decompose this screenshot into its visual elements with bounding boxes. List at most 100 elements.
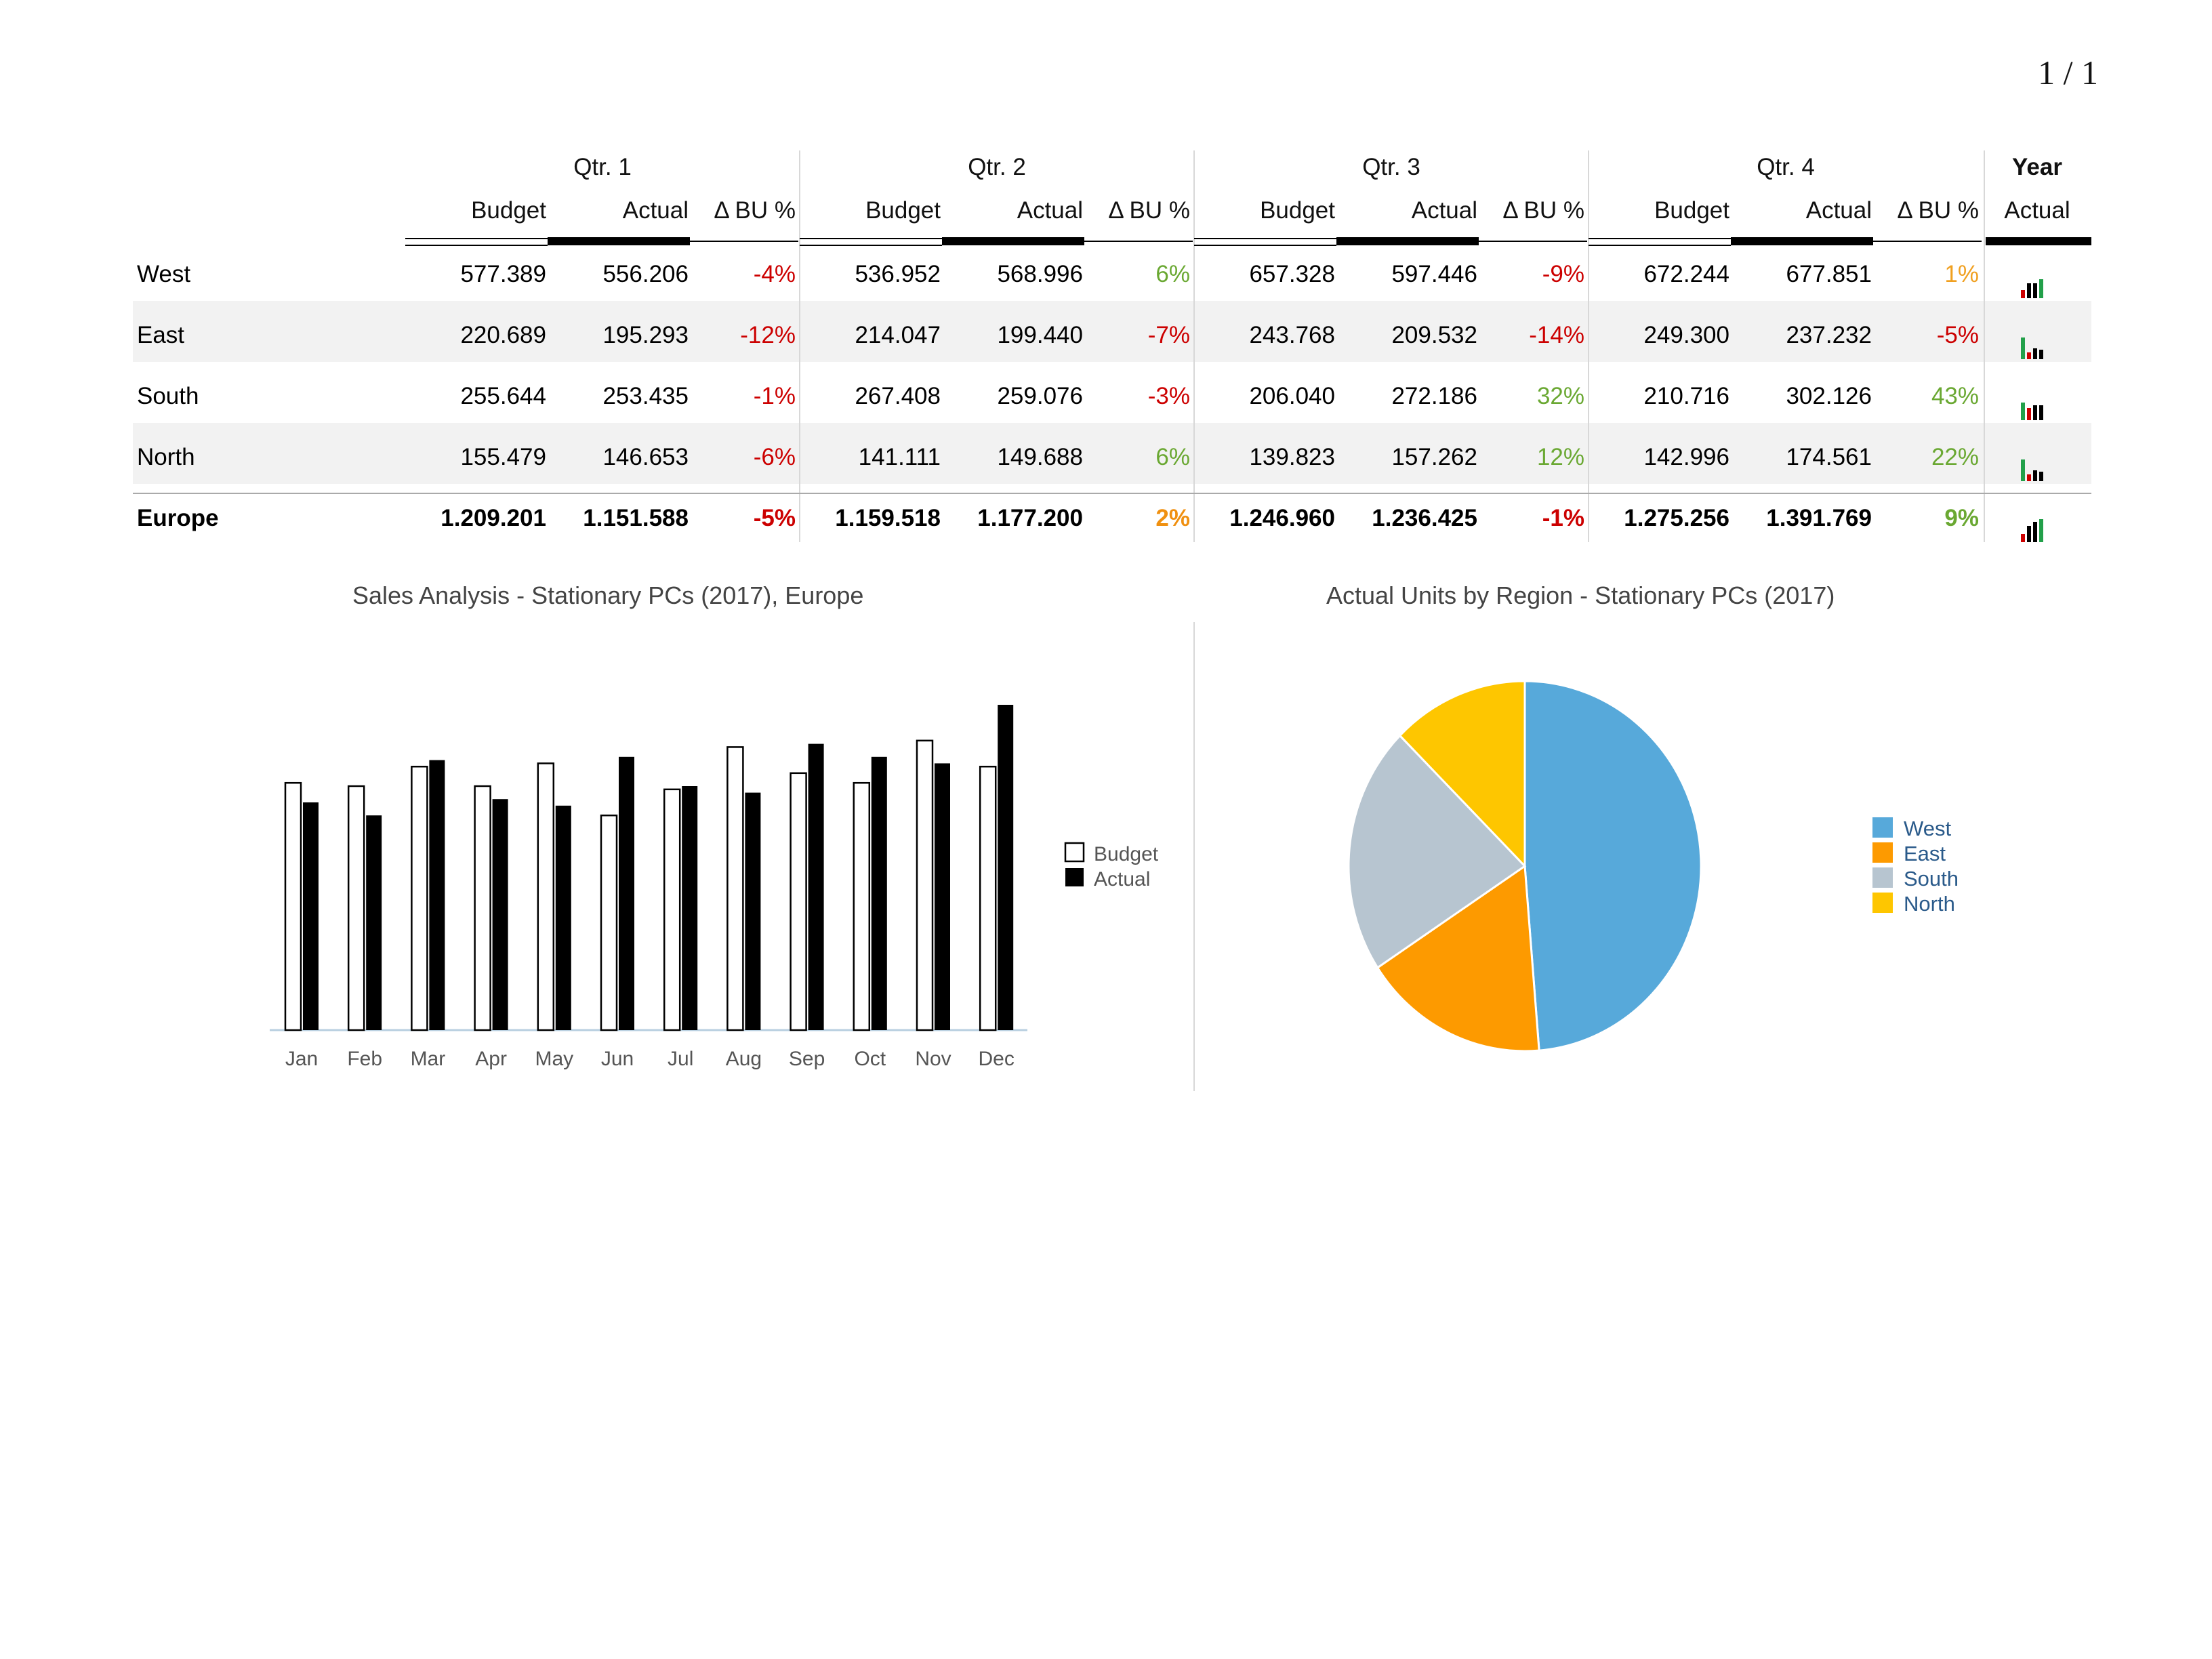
bar-budget-mar (411, 765, 428, 1031)
value-cell: 536.952 (855, 261, 941, 287)
column-header: Actual (1017, 197, 1083, 224)
bar-actual-jun (619, 756, 634, 1030)
bar-actual-jan (303, 802, 319, 1030)
value-cell: 220.689 (460, 322, 546, 348)
value-cell: 209.532 (1391, 322, 1477, 348)
bar-budget-sep (790, 772, 807, 1031)
value-cell: 657.328 (1249, 261, 1335, 287)
value-cell: 149.688 (997, 444, 1083, 470)
sparkline-bar (2027, 526, 2031, 542)
sparkline-bar (2021, 337, 2025, 359)
legend-label-west: West (1904, 817, 1951, 840)
x-tick-label: Feb (347, 1048, 382, 1070)
value-cell: 1.177.200 (977, 505, 1083, 531)
legend-label-budget: Budget (1094, 843, 1159, 865)
value-cell: 142.996 (1643, 444, 1729, 470)
year-header: Year (2012, 154, 2062, 180)
sparkline-bar (2033, 522, 2037, 542)
header-rule-thick (548, 237, 690, 245)
row-label: South (137, 383, 199, 409)
value-cell: 677.851 (1786, 261, 1872, 287)
value-cell: 214.047 (855, 322, 941, 348)
value-cell: 1.159.518 (835, 505, 941, 531)
bar-budget-dec (979, 765, 997, 1031)
legend-label-south: South (1904, 867, 1959, 890)
value-cell: 157.262 (1391, 444, 1477, 470)
bar-budget-jan (284, 781, 302, 1031)
pie-slice-west (1523, 680, 1702, 1052)
bar-actual-jul (682, 786, 698, 1030)
bar-budget-may (537, 762, 555, 1031)
bar-chart: Jan Feb Mar Apr May Jun Jul Aug Sep Oct Nov Dec Budg… (270, 705, 1159, 1070)
delta-cell: -3% (1148, 383, 1190, 409)
legend-swatch-south (1872, 867, 1893, 888)
pie-slice-south (1347, 734, 1527, 970)
bar-budget-aug (726, 746, 744, 1031)
value-cell: 1.209.201 (441, 505, 546, 531)
row-label: Europe (137, 505, 219, 531)
value-cell: 195.293 (602, 322, 689, 348)
year-subheader: Actual (2004, 197, 2070, 224)
x-tick-label: Jul (668, 1048, 693, 1070)
bar-budget-jul (663, 788, 681, 1031)
row-label: West (137, 261, 190, 287)
quarter-header: Qtr. 1 (573, 154, 632, 180)
x-tick-label: Sep (789, 1048, 825, 1070)
bar-budget-apr (474, 785, 491, 1031)
delta-cell: -5% (754, 505, 796, 531)
header-rule-thick (1731, 237, 1873, 245)
bar-actual-nov (935, 763, 950, 1030)
header-rule-thick (1336, 237, 1479, 245)
value-cell: 1.246.960 (1229, 505, 1335, 531)
row-label: North (137, 444, 195, 470)
sparkline-bar (2033, 405, 2037, 420)
legend-swatch-east (1872, 842, 1893, 863)
delta-cell: 1% (1944, 261, 1979, 287)
delta-cell: 43% (1931, 383, 1979, 409)
sparkline-bar (2033, 348, 2037, 359)
bar-chart-title: Sales Analysis - Stationary PCs (2017), … (352, 581, 864, 609)
bar-actual-dec (998, 705, 1014, 1030)
value-cell: 1.275.256 (1624, 505, 1729, 531)
value-cell: 139.823 (1249, 444, 1335, 470)
sparkline-bar (2039, 279, 2043, 298)
sparkline-bar (2039, 350, 2043, 359)
value-cell: 577.389 (460, 261, 546, 287)
value-cell: 597.446 (1391, 261, 1477, 287)
column-header: Budget (865, 197, 941, 224)
column-header: Actual (1412, 197, 1477, 224)
legend-swatch-actual (1065, 868, 1084, 886)
sparkline-bar (2033, 470, 2037, 481)
data-table: Qtr. 1 Budget Actual Δ BU % Qtr. 2 Budget Actu… (133, 150, 2091, 542)
x-tick-label: Jun (601, 1048, 634, 1070)
x-tick-label: Mar (411, 1048, 446, 1070)
value-cell: 206.040 (1249, 383, 1335, 409)
value-cell: 259.076 (997, 383, 1083, 409)
bar-actual-may (555, 805, 571, 1030)
row-band (133, 301, 2091, 362)
bar-actual-mar (429, 760, 445, 1030)
value-cell: 249.300 (1643, 322, 1729, 348)
column-header: Budget (1654, 197, 1729, 224)
sparkline-bar (2021, 534, 2025, 542)
value-cell: 253.435 (602, 383, 689, 409)
column-header: Δ BU % (714, 197, 796, 224)
delta-cell: -14% (1529, 322, 1584, 348)
sparkline-bar (2021, 459, 2025, 481)
column-header: Budget (1260, 197, 1335, 224)
legend-swatch-west (1872, 817, 1893, 838)
value-cell: 255.644 (460, 383, 546, 409)
sparkline-bar (2039, 472, 2043, 481)
pie-slice-north (1398, 680, 1526, 869)
row-label: East (137, 322, 184, 348)
delta-cell: 9% (1944, 505, 1979, 531)
sparkline-bar (2033, 283, 2037, 298)
x-tick-label: Dec (979, 1048, 1015, 1070)
delta-cell: -4% (754, 261, 796, 287)
value-cell: 272.186 (1391, 383, 1477, 409)
delta-cell: -7% (1148, 322, 1190, 348)
legend-label-north: North (1904, 892, 1955, 916)
pie-chart-title: Actual Units by Region - Stationary PCs … (1326, 581, 1835, 609)
delta-cell: 6% (1155, 261, 1190, 287)
value-cell: 672.244 (1643, 261, 1729, 287)
